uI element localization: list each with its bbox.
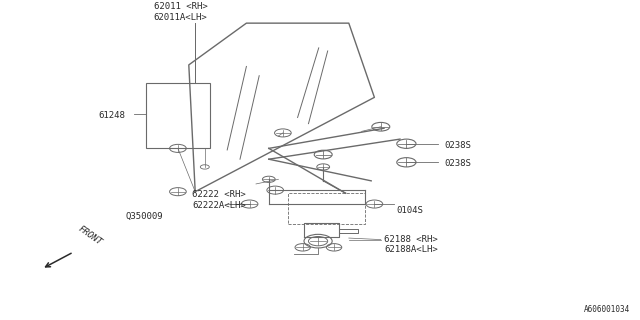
Text: 62188 <RH>
62188A<LH>: 62188 <RH> 62188A<LH>: [384, 235, 438, 254]
Text: 0104S: 0104S: [397, 206, 424, 215]
Text: 0238S: 0238S: [445, 159, 472, 168]
Text: 0238S: 0238S: [445, 141, 472, 150]
Text: 62222 <RH>
62222A<LH>: 62222 <RH> 62222A<LH>: [192, 190, 246, 210]
Text: Q350009: Q350009: [125, 212, 163, 221]
Text: 61248: 61248: [98, 111, 125, 120]
Text: 62011 <RH>
62011A<LH>: 62011 <RH> 62011A<LH>: [154, 2, 207, 21]
Text: A606001034: A606001034: [584, 305, 630, 314]
Bar: [146, 84, 210, 148]
Text: FRONT: FRONT: [77, 225, 104, 247]
